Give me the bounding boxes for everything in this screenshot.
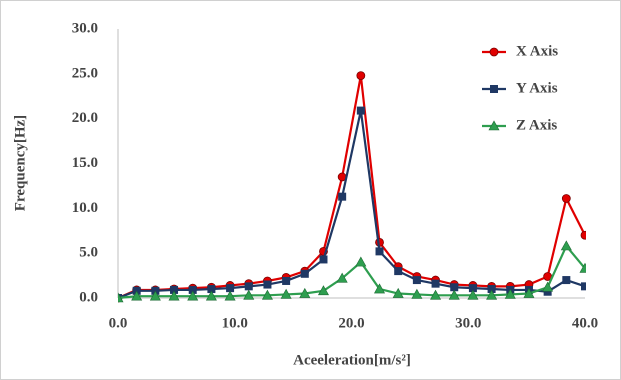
legend-label: X Axis bbox=[516, 43, 558, 59]
marker bbox=[562, 276, 571, 285]
marker bbox=[263, 280, 272, 289]
marker bbox=[394, 267, 403, 276]
marker bbox=[579, 262, 586, 273]
marker bbox=[486, 289, 498, 300]
marker bbox=[392, 287, 404, 298]
marker bbox=[542, 281, 554, 292]
marker bbox=[450, 283, 459, 292]
marker bbox=[561, 194, 571, 203]
marker bbox=[523, 287, 535, 298]
marker bbox=[356, 71, 366, 81]
marker bbox=[467, 289, 479, 300]
marker bbox=[205, 290, 217, 301]
marker bbox=[131, 290, 143, 301]
marker bbox=[317, 285, 329, 296]
marker bbox=[170, 285, 179, 294]
marker bbox=[356, 106, 365, 115]
y-axis-title: Frequency[Hz] bbox=[12, 115, 28, 211]
x-tick-label: 0.0 bbox=[109, 315, 128, 331]
x-axis-title: Aceeleration[m/s²] bbox=[293, 352, 411, 368]
marker bbox=[448, 289, 460, 300]
x-tick-label: 20.0 bbox=[338, 315, 364, 331]
marker bbox=[581, 282, 586, 291]
marker bbox=[374, 283, 386, 294]
marker bbox=[411, 288, 423, 299]
marker bbox=[149, 290, 161, 301]
y-tick-label: 10.0 bbox=[72, 200, 98, 216]
marker bbox=[118, 292, 124, 303]
legend-label: Y Axis bbox=[516, 80, 558, 96]
marker bbox=[168, 290, 180, 301]
marker bbox=[224, 290, 236, 301]
legend-label: Z Axis bbox=[516, 117, 557, 133]
marker bbox=[244, 282, 253, 291]
marker bbox=[319, 255, 328, 264]
marker bbox=[282, 276, 291, 285]
marker bbox=[560, 240, 572, 251]
marker bbox=[243, 289, 255, 300]
marker bbox=[488, 120, 500, 131]
y-tick-label: 5.0 bbox=[79, 245, 98, 261]
marker bbox=[487, 285, 496, 294]
x-tick-label: 40.0 bbox=[572, 315, 598, 331]
marker bbox=[280, 288, 292, 299]
marker bbox=[375, 247, 384, 256]
marker bbox=[188, 285, 197, 294]
marker bbox=[489, 47, 499, 57]
marker bbox=[338, 192, 347, 201]
x-tick-label: 10.0 bbox=[222, 315, 248, 331]
marker bbox=[490, 85, 498, 93]
marker bbox=[207, 285, 216, 294]
marker bbox=[468, 284, 477, 293]
marker bbox=[300, 269, 309, 278]
marker bbox=[336, 272, 348, 283]
marker bbox=[187, 290, 199, 301]
marker bbox=[355, 256, 367, 267]
y-tick-label: 15.0 bbox=[72, 155, 98, 171]
y-tick-label: 25.0 bbox=[72, 65, 98, 81]
marker bbox=[504, 288, 516, 299]
marker bbox=[299, 287, 311, 298]
marker bbox=[580, 230, 586, 240]
marker bbox=[431, 279, 440, 288]
marker bbox=[261, 289, 273, 300]
y-tick-label: 30.0 bbox=[72, 20, 98, 36]
marker bbox=[543, 287, 552, 296]
plot-area bbox=[118, 71, 586, 303]
y-tick-label: 20.0 bbox=[72, 110, 98, 126]
marker bbox=[226, 284, 235, 293]
x-tick-label: 30.0 bbox=[455, 315, 481, 331]
marker bbox=[412, 276, 421, 285]
marker bbox=[430, 289, 442, 300]
y-tick-label: 0.0 bbox=[79, 289, 98, 305]
